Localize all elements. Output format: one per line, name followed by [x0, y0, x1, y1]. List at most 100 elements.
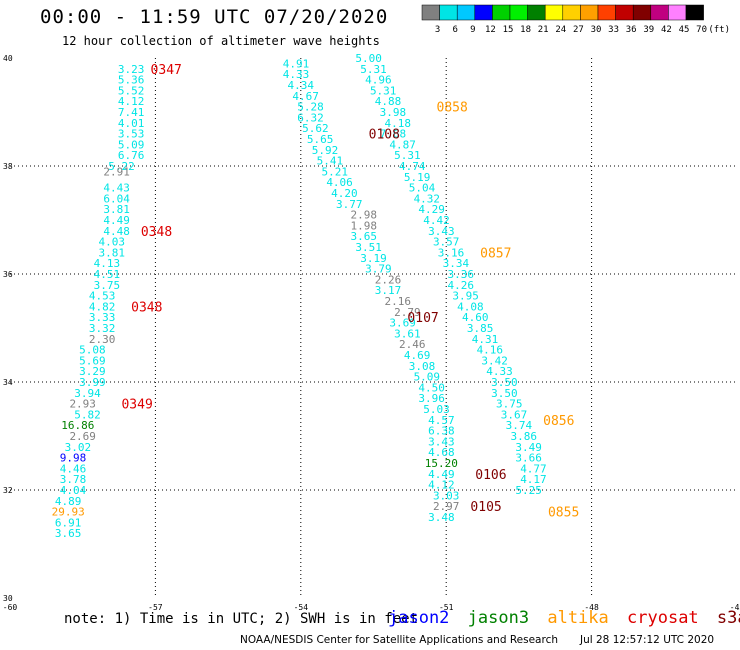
scale-label: 36: [626, 25, 637, 35]
wave-height-value: 3.69: [389, 317, 416, 330]
wave-height-value: 4.77: [520, 462, 547, 475]
wave-height-value: 4.03: [99, 236, 126, 249]
wave-height-value: 3.78: [60, 473, 87, 486]
wave-height-value: 4.87: [389, 138, 416, 151]
wave-height-value: 3.77: [336, 198, 363, 211]
wave-height-value: 4.16: [477, 344, 504, 357]
wave-height-value: 4.43: [103, 182, 130, 195]
wave-height-value: 5.31: [370, 84, 397, 97]
wave-height-value: 3.65: [351, 230, 378, 243]
x-tick-label: -48: [584, 603, 599, 612]
wave-height-value: 4.33: [486, 365, 513, 378]
wave-height-value: 3.02: [65, 441, 92, 454]
y-tick-label: 32: [3, 486, 13, 495]
x-tick-label: -57: [148, 603, 163, 612]
chart-subtitle: 12 hour collection of altimeter wave hei…: [62, 34, 380, 48]
y-tick-label: 36: [3, 270, 13, 279]
pass-time-label: 0105: [470, 500, 501, 515]
wave-height-value: 2.16: [384, 295, 411, 308]
wave-height-value: 3.42: [481, 354, 508, 367]
pass-time-label: 0347: [151, 63, 182, 78]
wave-height-value: 3.43: [428, 225, 455, 238]
wave-height-value: 5.04: [409, 182, 436, 195]
pass-time-label: 0108: [369, 128, 400, 143]
x-tick-label: -45: [730, 603, 740, 612]
wave-height-value: 4.31: [472, 333, 499, 346]
wave-height-value: 5.25: [515, 484, 542, 497]
legend-cryosat: cryosat: [627, 608, 699, 628]
wave-height-value: 3.96: [418, 392, 445, 405]
wave-height-value: 4.13: [94, 257, 121, 270]
wave-height-value: 4.74: [399, 160, 426, 173]
pass-time-label: 0856: [543, 414, 574, 429]
scale-swatch: [685, 4, 704, 21]
y-tick-label: 30: [3, 594, 13, 603]
wave-height-value: 5.28: [297, 101, 324, 114]
wave-height-value: 4.51: [94, 268, 121, 281]
pass-time-label: 0858: [437, 101, 468, 116]
wave-height-value: 6.38: [428, 425, 455, 438]
wave-height-value: 4.88: [375, 95, 402, 108]
wave-height-value: 6.76: [118, 149, 145, 162]
wave-height-value: 3.50: [491, 376, 518, 389]
wave-height-value: 5.92: [312, 144, 339, 157]
wave-height-value: 3.85: [467, 322, 494, 335]
scale-label: 27: [573, 25, 584, 35]
wave-height-value: 3.65: [55, 527, 82, 540]
legend-jason3: jason3: [467, 608, 530, 628]
scale-label: 15: [503, 25, 514, 35]
wave-height-value: 3.17: [375, 284, 402, 297]
x-tick-label: -51: [439, 603, 454, 612]
wave-height-value: 3.61: [394, 327, 421, 340]
legend-altika: altika: [547, 608, 609, 628]
scale-label: 12: [485, 25, 496, 35]
wave-height-value: 4.32: [414, 192, 441, 205]
wave-height-value: 4.96: [365, 74, 392, 87]
wave-height-value: 16.86: [61, 419, 94, 432]
wave-height-value: 7.41: [118, 106, 145, 119]
wave-height-value: 3.66: [515, 452, 542, 465]
wave-height-value: 4.01: [118, 117, 145, 130]
wave-height-value: 3.81: [103, 203, 130, 216]
wave-height-value: 5.31: [360, 63, 387, 76]
y-tick-label: 38: [3, 162, 13, 171]
wave-height-value: 3.49: [515, 441, 542, 454]
pass-time-label: 0106: [475, 468, 506, 483]
wave-height-value: 3.33: [89, 311, 116, 324]
y-tick-label: 40: [3, 54, 13, 63]
wave-height-value: 7.68: [380, 128, 407, 141]
wave-height-value: 5.65: [307, 133, 334, 146]
wave-height-value: 2.91: [103, 165, 130, 178]
wave-height-value: 2.79: [394, 306, 421, 319]
wave-height-value: 3.29: [79, 365, 106, 378]
wave-height-value: 1.98: [351, 219, 378, 232]
wave-height-value: 5.09: [414, 371, 441, 384]
wave-height-value: 4.49: [103, 214, 130, 227]
wave-height-value: 3.51: [355, 241, 382, 254]
wave-height-value: 5.09: [118, 138, 145, 151]
wave-height-value: 3.81: [99, 246, 126, 259]
wave-height-value: 4.60: [462, 311, 489, 324]
wave-height-value: 3.08: [409, 360, 436, 373]
wave-height-value: 4.67: [292, 90, 319, 103]
wave-height-value: 4.26: [447, 279, 474, 292]
legend-jason2: jason2: [388, 608, 450, 628]
wave-height-value: 4.20: [331, 187, 358, 200]
wave-height-value: 4.48: [103, 225, 130, 238]
wave-height-value: 4.04: [60, 484, 87, 497]
wave-height-value: 4.89: [55, 495, 82, 508]
wave-height-value: 2.98: [351, 209, 378, 222]
wave-height-value: 29.93: [52, 506, 85, 519]
scale-label: 45: [679, 25, 690, 35]
wave-height-value: 4.06: [326, 176, 353, 189]
wave-height-value: 6.04: [103, 192, 130, 205]
scale-label: 70: [696, 25, 707, 35]
wave-height-value: 3.75: [496, 398, 523, 411]
wave-height-value: 5.19: [404, 171, 431, 184]
x-tick-label: -60: [3, 603, 18, 612]
pass-time-label: 0348: [131, 300, 162, 315]
wave-height-value: 2.93: [69, 398, 96, 411]
wave-height-value: 2.97: [433, 500, 460, 513]
credit-timestamp: Jul 28 12:57:12 UTC 2020: [580, 634, 715, 646]
wave-height-value: 6.91: [55, 516, 82, 529]
